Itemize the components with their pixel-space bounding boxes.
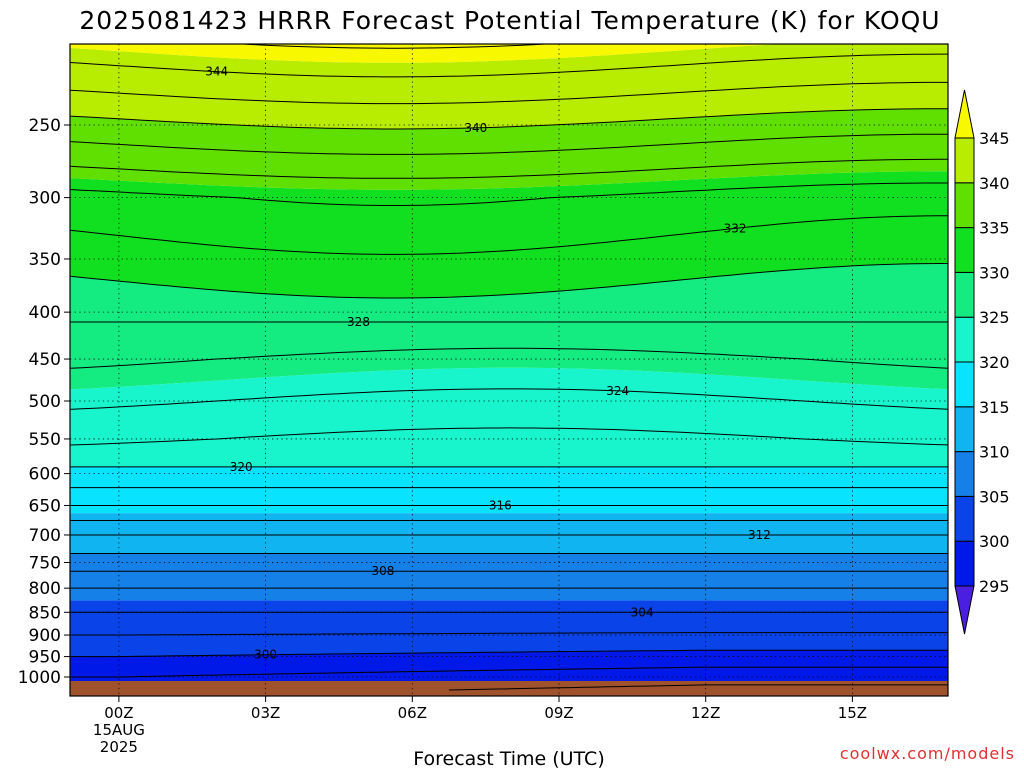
y-tick-label: 500 [29,392,61,412]
contour-324 [70,388,948,410]
x-tick-sublabel: 15AUG [93,721,145,739]
contour-346 [232,44,555,49]
contour-label: 320 [230,460,253,474]
contour-296 [448,684,948,691]
contour-label: 332 [724,221,747,235]
y-tick-label: 850 [29,603,61,623]
y-tick-label: 700 [29,526,61,546]
y-tick-label: 550 [29,430,61,450]
colorbar-label: 340 [979,174,1010,193]
band-300-305 [70,600,948,657]
colorbar-label: 300 [979,532,1010,551]
contour-336 [70,158,948,179]
theta-fill-bands [70,44,948,696]
y-tick-label: 750 [29,553,61,573]
contour-298 [70,666,948,678]
contour-338 [70,133,948,155]
contour-332 [70,215,948,255]
colorbar: 295 300 305 310 315 320 325 330 335 340 345 [954,89,1010,635]
colorbar-label: 315 [979,398,1010,417]
y-tick-label: 250 [29,116,61,136]
y-tick-label: 950 [29,648,61,668]
band-320-325 [70,367,948,467]
contour-label: 328 [347,315,370,329]
y-tick-label: 1000 [18,668,61,688]
band-335-340 [70,108,948,190]
y-tick-label: 900 [29,626,61,646]
contour-322 [70,427,948,446]
contour-334 [70,182,948,206]
contour-label: 308 [372,564,395,578]
contour-300 [70,649,948,658]
colorbar-swatch [954,495,975,542]
colorbar-top-arrow [954,89,975,139]
colorbar-label: 345 [979,129,1010,148]
contour-label: 324 [606,384,629,398]
y-tick-label: 600 [29,465,61,485]
x-tick-label: 12Z [691,704,720,722]
band-330-335 [70,171,948,298]
contour-label: 340 [464,121,487,135]
y-tick-label: 650 [29,496,61,516]
x-axis-label: Forecast Time (UTC) [413,748,604,768]
colorbar-swatch [954,406,975,453]
contour-340 [70,108,948,130]
colorbar-label: 320 [979,353,1010,372]
band-315-320 [70,466,948,514]
colorbar-swatch [954,361,975,408]
band-310-315 [70,513,948,554]
x-tick-label: 03Z [251,704,280,722]
contour-label: 316 [489,498,512,512]
x-tick-sublabel: 2025 [100,738,138,756]
colorbar-swatch [954,182,975,229]
contour-label: 312 [748,528,771,542]
contour-label: 300 [254,648,277,662]
y-axis-ticks: 250 300 350 400 450 500 550 600 650 700 750 800 850 9… [18,116,70,688]
credit-text: coolwx.com/models [840,744,1015,763]
y-tick-label: 450 [29,350,61,370]
contour-labels: 344 340 332 328 324 320 316 312 308 304 300 [205,65,771,662]
contour-330 [70,263,948,299]
colorbar-label: 330 [979,263,1010,282]
colorbar-swatch [954,540,975,587]
colorbar-bottom-arrow [954,585,975,635]
plot-frame [69,43,949,697]
band-345-above [70,44,783,63]
colorbar-label: 305 [979,487,1010,506]
contour-326 [70,347,948,369]
contour-302 [70,632,948,636]
contour-lines [70,44,948,691]
colorbar-swatch [954,227,975,273]
colorbar-label: 325 [979,308,1010,327]
colorbar-label: 335 [979,219,1010,238]
colorbar-swatch [954,451,975,497]
colorbar-swatch [954,316,975,363]
colorbar-swatch [954,271,975,318]
band-340-345 [70,44,948,129]
x-tick-label: 00Z [104,704,133,722]
colorbar-label: 310 [979,443,1010,462]
y-tick-label: 800 [29,579,61,599]
y-tick-label: 300 [29,189,61,209]
contour-344 [70,53,948,78]
contour-label: 304 [631,605,654,619]
colorbar-swatch [954,137,975,184]
x-tick-label: 06Z [398,704,427,722]
chart-title: 2025081423 HRRR Forecast Potential Tempe… [79,6,940,35]
contour-342 [70,81,948,105]
colorbar-label: 295 [979,577,1010,596]
y-tick-label: 400 [29,303,61,323]
band-325-330 [70,263,948,390]
y-tick-label: 350 [29,250,61,270]
band-305-310 [70,553,948,601]
x-tick-label: 09Z [544,704,573,722]
x-tick-label: 15Z [838,704,867,722]
contour-label: 344 [205,65,228,79]
